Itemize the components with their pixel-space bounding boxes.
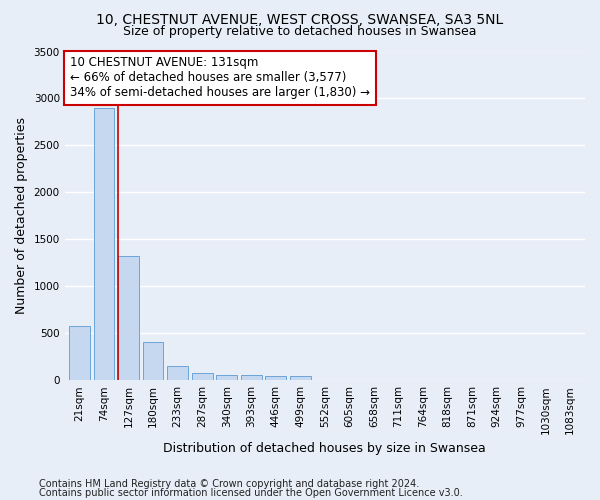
Text: Size of property relative to detached houses in Swansea: Size of property relative to detached ho… <box>123 25 477 38</box>
Text: Contains HM Land Registry data © Crown copyright and database right 2024.: Contains HM Land Registry data © Crown c… <box>39 479 419 489</box>
Text: 10, CHESTNUT AVENUE, WEST CROSS, SWANSEA, SA3 5NL: 10, CHESTNUT AVENUE, WEST CROSS, SWANSEA… <box>97 12 503 26</box>
Text: Contains public sector information licensed under the Open Government Licence v3: Contains public sector information licen… <box>39 488 463 498</box>
Bar <box>216 374 237 380</box>
X-axis label: Distribution of detached houses by size in Swansea: Distribution of detached houses by size … <box>163 442 486 455</box>
Y-axis label: Number of detached properties: Number of detached properties <box>15 118 28 314</box>
Bar <box>191 372 212 380</box>
Bar <box>265 376 286 380</box>
Text: 10 CHESTNUT AVENUE: 131sqm
← 66% of detached houses are smaller (3,577)
34% of s: 10 CHESTNUT AVENUE: 131sqm ← 66% of deta… <box>70 56 370 100</box>
Bar <box>94 108 115 380</box>
Bar <box>290 376 311 380</box>
Bar <box>167 366 188 380</box>
Bar <box>143 342 163 380</box>
Bar <box>241 375 262 380</box>
Bar <box>118 256 139 380</box>
Bar <box>69 326 90 380</box>
